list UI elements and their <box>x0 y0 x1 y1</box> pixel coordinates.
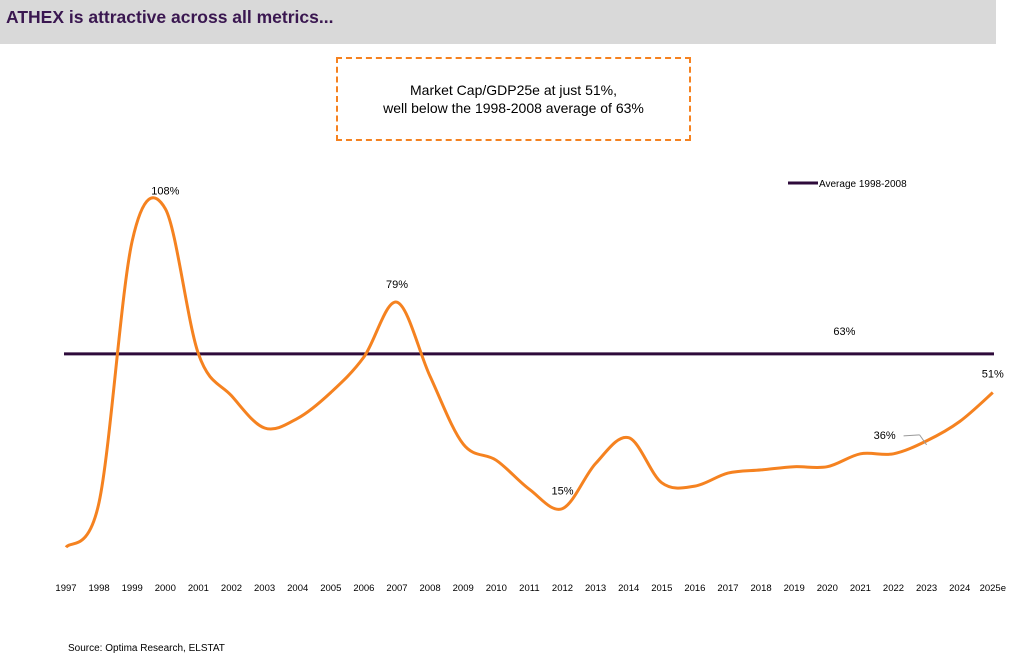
callout-box: Market Cap/GDP25e at just 51%, well belo… <box>336 57 691 141</box>
x-tick-label: 2022 <box>883 583 904 594</box>
x-tick-label: 2008 <box>420 583 441 594</box>
x-tick-label: 2004 <box>287 583 308 594</box>
data-label-layer: 108% 79% 15% 36% 51% 63% <box>151 186 1004 498</box>
source-note: Source: Optima Research, ELSTAT <box>68 643 225 654</box>
x-tick-label: 2025e <box>980 583 1006 594</box>
x-tick-label: 2019 <box>784 583 805 594</box>
x-tick-label: 2018 <box>751 583 772 594</box>
data-label: 36% <box>874 430 896 442</box>
x-tick-label: 2002 <box>221 583 242 594</box>
x-tick-label: 2009 <box>453 583 474 594</box>
x-tick-label: 2014 <box>618 583 639 594</box>
x-tick-label: 2017 <box>717 583 738 594</box>
x-tick-label: 2005 <box>320 583 341 594</box>
x-tick-label: 2012 <box>552 583 573 594</box>
legend-label: Average 1998-2008 <box>819 179 907 190</box>
data-label: 63% <box>833 326 855 338</box>
data-label: 79% <box>386 279 408 291</box>
leader-line <box>903 434 920 437</box>
x-tick-label: 2013 <box>585 583 606 594</box>
x-tick-label: 2001 <box>188 583 209 594</box>
leader-line <box>919 434 928 446</box>
x-tick-label: 2006 <box>353 583 374 594</box>
x-tick-label: 2021 <box>850 583 871 594</box>
x-tick-label: 1998 <box>89 583 110 594</box>
x-tick-label: 2016 <box>684 583 705 594</box>
x-tick-label: 2007 <box>386 583 407 594</box>
x-tick-label: 2023 <box>916 583 937 594</box>
x-tick-label: 2010 <box>486 583 507 594</box>
x-tick-label: 2020 <box>817 583 838 594</box>
page-title: ATHEX is attractive across all metrics..… <box>6 7 334 27</box>
x-tick-label: 2011 <box>519 583 539 594</box>
series-line <box>64 196 994 549</box>
data-label: 51% <box>982 369 1004 381</box>
data-label: 108% <box>151 186 179 198</box>
legend: Average 1998-2008 <box>788 179 907 190</box>
callout-line-2: well below the 1998-2008 average of 63% <box>383 100 644 116</box>
series-layer <box>64 196 994 549</box>
data-label: 15% <box>551 486 573 498</box>
x-tick-label: 2024 <box>949 583 970 594</box>
x-tick-label: 2015 <box>651 583 672 594</box>
x-tick-label: 2000 <box>155 583 176 594</box>
x-tick-label: 1999 <box>122 583 143 594</box>
x-axis: 1997 1998 1999 2000 2001 2002 2003 2004 2005 2006… <box>55 583 1006 594</box>
x-tick-label: 1997 <box>55 583 76 594</box>
callout-line-1: Market Cap/GDP25e at just 51%, <box>410 82 617 98</box>
header-bar: ATHEX is attractive across all metrics..… <box>0 0 996 44</box>
x-tick-label: 2003 <box>254 583 275 594</box>
